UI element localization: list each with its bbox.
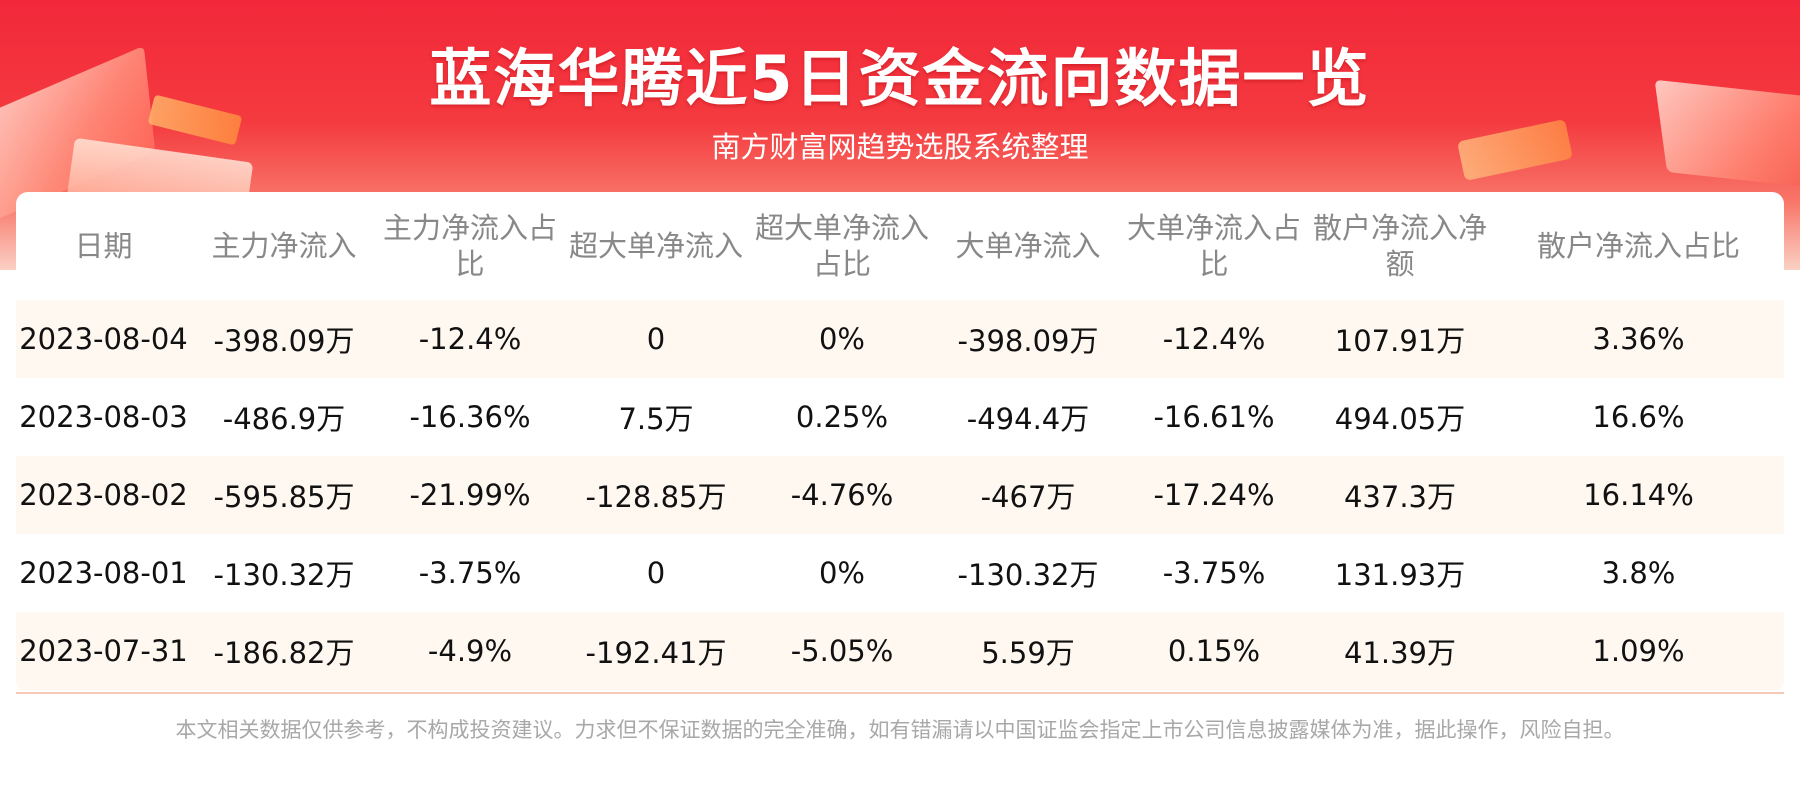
cell-super-large-net-inflow-ratio: -5.05% bbox=[749, 612, 935, 690]
cell-large-net-inflow-ratio: -16.61% bbox=[1121, 378, 1307, 456]
page-subtitle: 南方财富网趋势选股系统整理 bbox=[711, 130, 1089, 164]
fund-flow-table: 日期 主力净流入 主力净流入占比 超大单净流入 超大单净流入占比 大单净流入 大… bbox=[16, 192, 1784, 690]
cell-date: 2023-08-04 bbox=[16, 300, 191, 378]
cell-retail-net-inflow: 107.91万 bbox=[1307, 300, 1493, 378]
column-header-super-large-net-inflow: 超大单净流入 bbox=[569, 229, 744, 263]
column-header-large-net-inflow: 大单净流入 bbox=[955, 229, 1101, 263]
cell-super-large-net-inflow: 7.5万 bbox=[563, 378, 749, 456]
cell-date: 2023-08-03 bbox=[16, 378, 191, 456]
cell-retail-net-inflow: 494.05万 bbox=[1307, 378, 1493, 456]
column-header-super-large-net-inflow-ratio: 超大单净流入占比 bbox=[755, 211, 930, 281]
cell-retail-net-inflow: 437.3万 bbox=[1307, 456, 1493, 534]
cell-super-large-net-inflow: -128.85万 bbox=[563, 456, 749, 534]
column-header-date: 日期 bbox=[74, 229, 133, 263]
cell-large-net-inflow: -467万 bbox=[935, 456, 1121, 534]
cell-retail-net-inflow-ratio: 16.14% bbox=[1493, 456, 1784, 534]
cell-main-net-inflow: -595.85万 bbox=[191, 456, 377, 534]
data-table-card: 南方财富网 Southmoney.com 日期 主力净流入 主力净流入占比 超大… bbox=[16, 192, 1784, 692]
footer-divider bbox=[16, 692, 1784, 694]
table-row: 2023-08-03 -486.9万 -16.36% 7.5万 0.25% -4… bbox=[16, 378, 1784, 456]
footer-disclaimer: 本文相关数据仅供参考，不构成投资建议。力求但不保证数据的完全准确，如有错漏请以中… bbox=[175, 718, 1625, 742]
cell-retail-net-inflow-ratio: 1.09% bbox=[1493, 612, 1784, 690]
cell-main-net-inflow-ratio: -4.9% bbox=[377, 612, 563, 690]
cell-super-large-net-inflow-ratio: 0.25% bbox=[749, 378, 935, 456]
cell-super-large-net-inflow: -192.41万 bbox=[563, 612, 749, 690]
cell-large-net-inflow-ratio: -17.24% bbox=[1121, 456, 1307, 534]
cell-large-net-inflow: -398.09万 bbox=[935, 300, 1121, 378]
cell-super-large-net-inflow-ratio: 0% bbox=[749, 300, 935, 378]
cell-main-net-inflow-ratio: -12.4% bbox=[377, 300, 563, 378]
cell-retail-net-inflow-ratio: 3.36% bbox=[1493, 300, 1784, 378]
cell-retail-net-inflow: 41.39万 bbox=[1307, 612, 1493, 690]
page-title: 蓝海华腾近5日资金流向数据一览 bbox=[429, 42, 1371, 115]
cell-super-large-net-inflow: 0 bbox=[563, 534, 749, 612]
cell-large-net-inflow: -494.4万 bbox=[935, 378, 1121, 456]
cell-main-net-inflow: -398.09万 bbox=[191, 300, 377, 378]
column-header-main-net-inflow: 主力净流入 bbox=[211, 229, 357, 263]
cell-large-net-inflow-ratio: -12.4% bbox=[1121, 300, 1307, 378]
table-row: 2023-08-01 -130.32万 -3.75% 0 0% -130.32万… bbox=[16, 534, 1784, 612]
cell-main-net-inflow: -186.82万 bbox=[191, 612, 377, 690]
cell-large-net-inflow-ratio: -3.75% bbox=[1121, 534, 1307, 612]
cell-date: 2023-08-02 bbox=[16, 456, 191, 534]
table-row: 2023-07-31 -186.82万 -4.9% -192.41万 -5.05… bbox=[16, 612, 1784, 690]
column-header-large-net-inflow-ratio: 大单净流入占比 bbox=[1127, 211, 1302, 281]
column-header-retail-net-inflow: 散户净流入净额 bbox=[1313, 211, 1488, 281]
column-header-retail-net-inflow-ratio: 散户净流入占比 bbox=[1536, 229, 1740, 263]
cell-retail-net-inflow-ratio: 3.8% bbox=[1493, 534, 1784, 612]
cell-main-net-inflow-ratio: -3.75% bbox=[377, 534, 563, 612]
cell-main-net-inflow: -486.9万 bbox=[191, 378, 377, 456]
cell-large-net-inflow: 5.59万 bbox=[935, 612, 1121, 690]
table-row: 2023-08-02 -595.85万 -21.99% -128.85万 -4.… bbox=[16, 456, 1784, 534]
cell-retail-net-inflow-ratio: 16.6% bbox=[1493, 378, 1784, 456]
cell-main-net-inflow-ratio: -21.99% bbox=[377, 456, 563, 534]
cell-super-large-net-inflow-ratio: 0% bbox=[749, 534, 935, 612]
column-header-main-net-inflow-ratio: 主力净流入占比 bbox=[383, 211, 558, 281]
table-row: 2023-08-04 -398.09万 -12.4% 0 0% -398.09万… bbox=[16, 300, 1784, 378]
cell-main-net-inflow: -130.32万 bbox=[191, 534, 377, 612]
cell-date: 2023-07-31 bbox=[16, 612, 191, 690]
table-header-row: 日期 主力净流入 主力净流入占比 超大单净流入 超大单净流入占比 大单净流入 大… bbox=[16, 192, 1784, 300]
cell-retail-net-inflow: 131.93万 bbox=[1307, 534, 1493, 612]
cell-date: 2023-08-01 bbox=[16, 534, 191, 612]
cell-large-net-inflow-ratio: 0.15% bbox=[1121, 612, 1307, 690]
cell-super-large-net-inflow: 0 bbox=[563, 300, 749, 378]
cell-main-net-inflow-ratio: -16.36% bbox=[377, 378, 563, 456]
cell-large-net-inflow: -130.32万 bbox=[935, 534, 1121, 612]
cell-super-large-net-inflow-ratio: -4.76% bbox=[749, 456, 935, 534]
